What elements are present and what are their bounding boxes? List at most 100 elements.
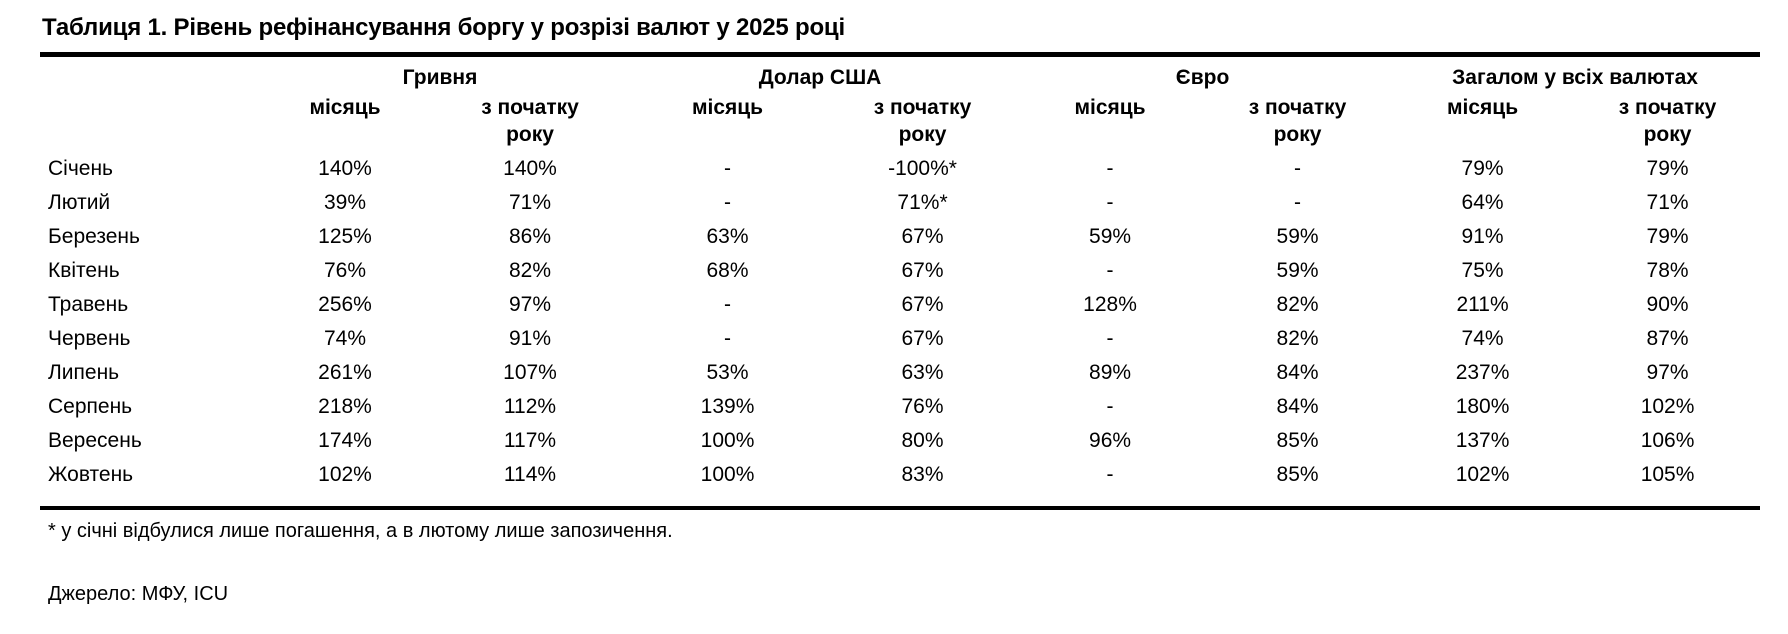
footnote: * у січні відбулися лише погашення, а в …: [48, 520, 673, 542]
value-cell: 91%: [1461, 225, 1504, 248]
empty-corner-cell: [40, 55, 255, 93]
subheader-month: місяць: [1074, 96, 1146, 119]
value-cell: 256%: [318, 293, 372, 316]
value-cell: 39%: [323, 191, 367, 214]
month-label: Червень: [48, 327, 131, 350]
value-cell: 79%: [1461, 157, 1504, 180]
table-row: Вересень 174% 117% 100% 80% 96% 85% 137% 106%: [40, 424, 1760, 458]
value-cell: 74%: [1461, 327, 1504, 350]
month-label: Травень: [48, 293, 129, 316]
value-cell: 67%: [901, 293, 944, 316]
value-cell: 78%: [1646, 259, 1689, 282]
value-cell: 63%: [901, 361, 944, 384]
value-cell: -: [1106, 157, 1114, 180]
month-label: Серпень: [48, 395, 133, 418]
value-cell: 67%: [901, 225, 944, 248]
month-label: Лютий: [48, 191, 111, 214]
value-cell: 87%: [1646, 327, 1689, 350]
value-cell: 76%: [323, 259, 367, 282]
value-cell: -: [1294, 191, 1302, 214]
value-cell: 91%: [508, 327, 552, 350]
subheader-ytd: з початку року: [481, 96, 579, 147]
table-row: Червень 74% 91% - 67% - 82% 74% 87%: [40, 322, 1760, 356]
month-label: Квітень: [48, 259, 120, 282]
value-cell: 140%: [503, 157, 557, 180]
value-cell: 107%: [503, 361, 557, 384]
value-cell: 85%: [1276, 429, 1319, 452]
table-row: Жовтень 102% 114% 100% 83% - 85% 102% 105%: [40, 458, 1760, 508]
month-label: Січень: [48, 157, 113, 180]
value-cell: -: [1106, 191, 1114, 214]
value-cell: 59%: [1089, 225, 1132, 248]
value-cell: 67%: [901, 327, 944, 350]
value-cell: 82%: [1276, 293, 1319, 316]
value-cell: 82%: [1276, 327, 1319, 350]
value-cell: 84%: [1276, 361, 1319, 384]
month-label: Липень: [48, 361, 120, 384]
group-header-euro: Євро: [1175, 66, 1230, 89]
value-cell: -: [724, 191, 732, 214]
subheader-ytd: з початку року: [1248, 96, 1347, 147]
value-cell: -: [1106, 327, 1114, 350]
subheader-row: місяць з початку року місяць з початку р…: [40, 92, 1760, 152]
value-cell: 71%*: [897, 191, 948, 214]
refinancing-table: Гривня Долар США Євро Загалом у всіх вал…: [40, 52, 1761, 510]
value-cell: 68%: [706, 259, 749, 282]
value-cell: 63%: [706, 225, 749, 248]
value-cell: 79%: [1646, 225, 1689, 248]
subheader-month: місяць: [1446, 96, 1519, 119]
value-cell: 100%: [700, 429, 755, 452]
value-cell: 100%: [700, 463, 755, 486]
value-cell: 112%: [503, 395, 557, 418]
value-cell: 261%: [318, 361, 372, 384]
group-header-usd: Долар США: [758, 66, 882, 89]
value-cell: -: [1106, 463, 1114, 486]
subheader-month: місяць: [309, 96, 381, 119]
value-cell: 140%: [318, 157, 372, 180]
value-cell: 71%: [508, 191, 552, 214]
value-cell: 53%: [706, 361, 749, 384]
value-cell: -: [724, 293, 732, 316]
month-label: Жовтень: [48, 463, 134, 486]
value-cell: 71%: [1646, 191, 1689, 214]
value-cell: 180%: [1455, 395, 1510, 418]
month-label: Березень: [48, 225, 140, 248]
value-cell: 97%: [508, 293, 552, 316]
table-body: Січень 140% 140% - -100%* - - 79% 79% Лютий 39% 71%…: [40, 152, 1760, 508]
group-header-hryvnia: Гривня: [402, 66, 478, 89]
value-cell: 75%: [1461, 259, 1504, 282]
value-cell: 102%: [1455, 463, 1510, 486]
value-cell: 128%: [1083, 293, 1137, 316]
empty-corner-cell: [40, 92, 255, 152]
value-cell: 59%: [1276, 225, 1319, 248]
value-cell: 139%: [700, 395, 755, 418]
value-cell: 97%: [1646, 361, 1689, 384]
month-label: Вересень: [48, 429, 142, 452]
value-cell: 96%: [1089, 429, 1132, 452]
value-cell: 125%: [318, 225, 372, 248]
value-cell: 237%: [1455, 361, 1510, 384]
value-cell: 102%: [1640, 395, 1695, 418]
value-cell: 86%: [508, 225, 552, 248]
table-row: Березень 125% 86% 63% 67% 59% 59% 91% 79%: [40, 220, 1760, 254]
value-cell: 59%: [1276, 259, 1319, 282]
value-cell: 90%: [1646, 293, 1689, 316]
value-cell: 82%: [508, 259, 552, 282]
value-cell: 137%: [1455, 429, 1510, 452]
value-cell: 218%: [318, 395, 372, 418]
value-cell: 105%: [1640, 463, 1695, 486]
value-cell: -: [724, 157, 732, 180]
value-cell: 174%: [318, 429, 372, 452]
group-header-total: Загалом у всіх валютах: [1452, 66, 1698, 89]
value-cell: 76%: [901, 395, 944, 418]
table-row: Лютий 39% 71% - 71%* - - 64% 71%: [40, 186, 1760, 220]
value-cell: -: [724, 327, 732, 350]
value-cell: 102%: [318, 463, 372, 486]
table-row: Травень 256% 97% - 67% 128% 82% 211% 90%: [40, 288, 1760, 322]
table-row: Квітень 76% 82% 68% 67% - 59% 75% 78%: [40, 254, 1760, 288]
value-cell: 67%: [901, 259, 944, 282]
value-cell: 80%: [901, 429, 944, 452]
value-cell: -: [1106, 259, 1114, 282]
currency-group-header-row: Гривня Долар США Євро Загалом у всіх вал…: [40, 55, 1760, 93]
